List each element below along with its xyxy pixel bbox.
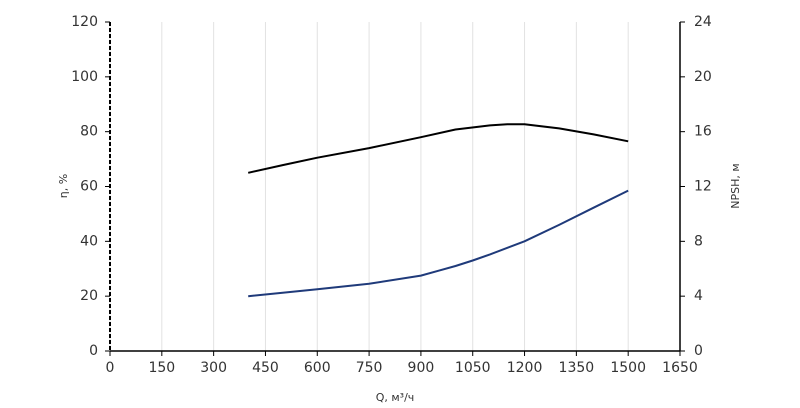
- x-tick-label: 1500: [610, 360, 646, 376]
- y-tick-label: 100: [71, 69, 98, 85]
- y2-tick-label: 8: [694, 233, 703, 249]
- x-tick-label: 1200: [507, 360, 543, 376]
- y-tick-label: 80: [80, 124, 98, 140]
- x-tick-label: 1650: [662, 360, 698, 376]
- curve: [248, 189, 629, 298]
- x-tick-label: 750: [356, 360, 383, 376]
- y2-axis-label: NPSH, м: [729, 163, 742, 208]
- y-axis-label: η, %: [57, 174, 70, 198]
- y2-tick-label: 12: [694, 179, 712, 195]
- x-tick-label: 600: [304, 360, 331, 376]
- y-tick-label: 20: [80, 288, 98, 304]
- y2-tick-label: 20: [694, 69, 712, 85]
- y-tick-label: 40: [80, 233, 98, 249]
- y-tick-label: 60: [80, 179, 98, 195]
- x-tick-label: 0: [106, 360, 115, 376]
- x-tick-label: 1050: [455, 360, 491, 376]
- y2-tick-label: 4: [694, 288, 703, 304]
- x-tick-label: 300: [200, 360, 227, 376]
- x-tick-label: 1350: [559, 360, 595, 376]
- y2-tick-label: 0: [694, 343, 703, 359]
- curve: [247, 123, 629, 174]
- x-tick-label: 450: [252, 360, 279, 376]
- x-tick-label: 150: [148, 360, 175, 376]
- y-tick-label: 0: [89, 343, 98, 359]
- y2-tick-label: 16: [694, 124, 712, 140]
- x-tick-label: 900: [408, 360, 435, 376]
- y-tick-label: 120: [71, 14, 98, 30]
- x-axis-label: Q, м³/ч: [376, 391, 415, 404]
- y2-tick-label: 24: [694, 14, 712, 30]
